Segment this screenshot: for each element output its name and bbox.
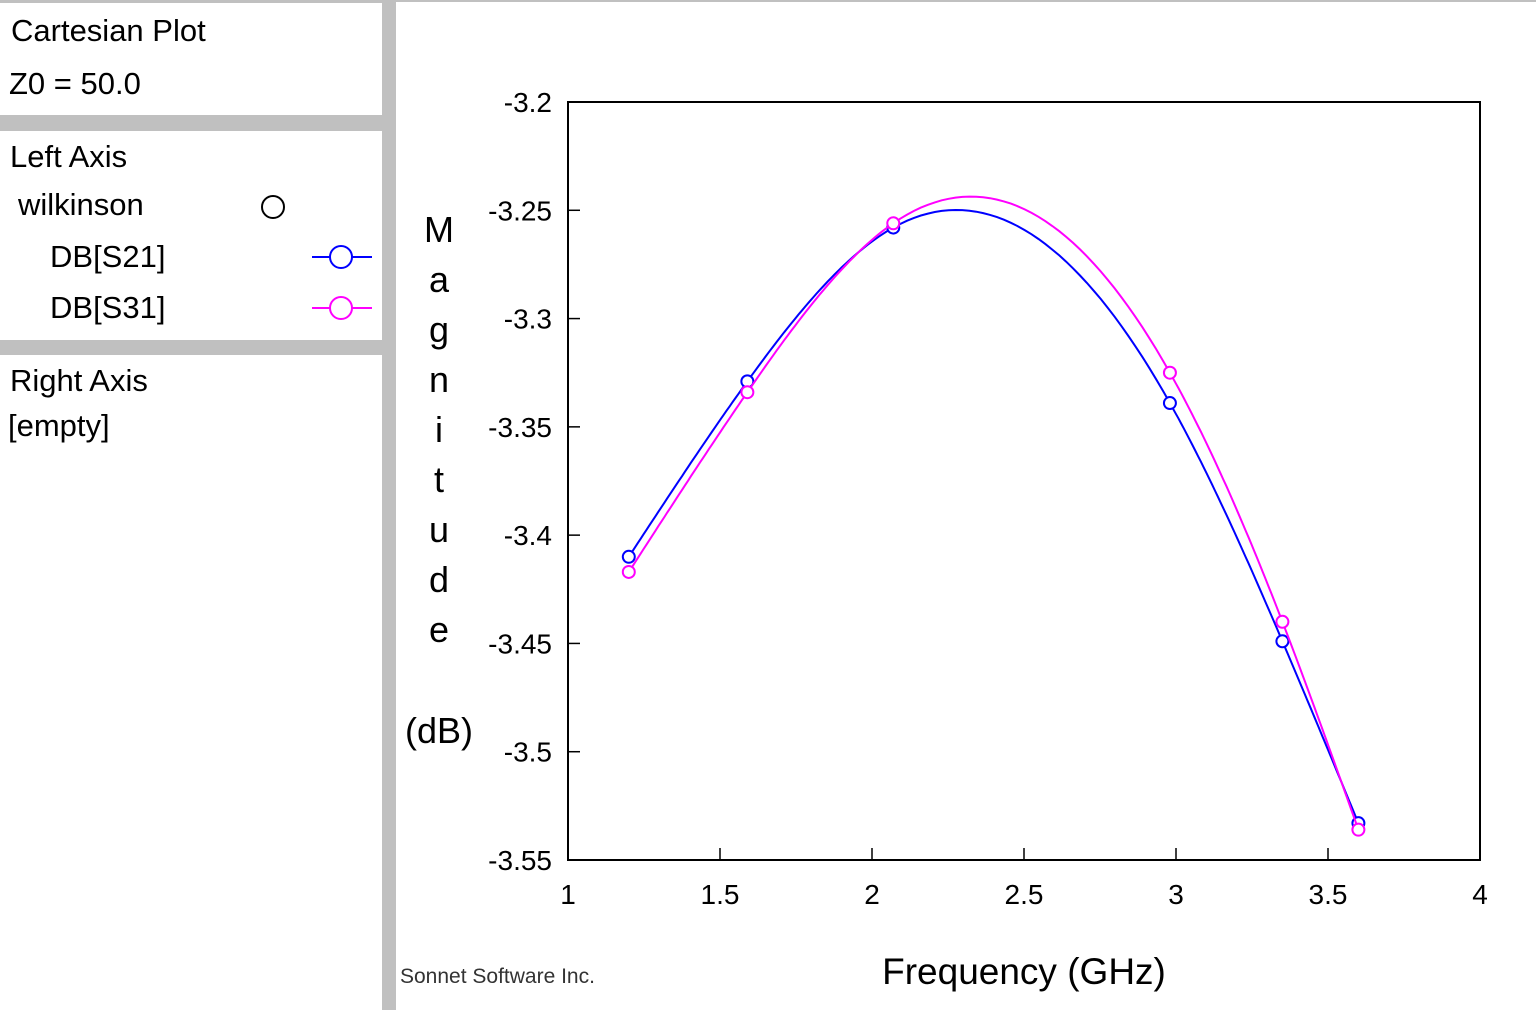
y-axis-label-letter: e <box>429 609 449 650</box>
data-point-series-1[interactable] <box>621 564 636 579</box>
data-point-series-1[interactable] <box>740 385 755 400</box>
plot-info-panel: Cartesian Plot Z0 = 50.0 <box>0 3 382 115</box>
cartesian-plot[interactable]: 1 1.5 2 2.5 3 3.5 4 -3.2 -3.25 -3.3 -3.35 -3.4 -3.4… <box>396 2 1536 1010</box>
series-line-0 <box>627 208 1360 824</box>
x-tick-label: 2.5 <box>1005 879 1044 910</box>
project-circle-icon <box>261 195 285 219</box>
y-tick-label: -3.35 <box>488 412 552 443</box>
data-point-series-1[interactable] <box>1275 614 1290 629</box>
right-axis-heading: Right Axis <box>10 363 148 398</box>
panel-splitter[interactable] <box>382 0 396 1010</box>
left-axis-panel: Left Axis wilkinson DB[S21] DB[S31] <box>0 131 382 340</box>
right-axis-panel: Right Axis [empty] <box>0 355 382 1010</box>
top-border <box>396 0 1536 2</box>
legend-swatch-s21-icon <box>312 245 372 269</box>
y-tick-label: -3.25 <box>488 195 552 226</box>
legend-label-s31: DB[S31] <box>50 290 166 325</box>
data-point-series-0[interactable] <box>1162 396 1177 411</box>
y-axis-unit: (dB) <box>405 710 473 751</box>
data-point-series-1[interactable] <box>886 216 901 231</box>
left-axis-heading: Left Axis <box>10 139 128 174</box>
x-axis-label: Frequency (GHz) <box>882 951 1166 992</box>
y-axis-label-letter: M <box>424 209 454 250</box>
y-axis-label-letter: i <box>435 409 443 450</box>
y-tick-label: -3.3 <box>504 304 552 335</box>
y-tick-label: -3.45 <box>488 628 552 659</box>
data-point-series-1[interactable] <box>1162 365 1177 380</box>
legend-label-s21: DB[S21] <box>50 239 166 274</box>
x-tick-label: 2 <box>864 879 880 910</box>
y-axis-label-letter: d <box>429 559 449 600</box>
series-layer <box>621 195 1366 837</box>
x-axis-ticks: 1 1.5 2 2.5 3 3.5 4 <box>560 848 1488 910</box>
y-axis-label-letter: t <box>434 459 444 500</box>
y-tick-label: -3.2 <box>504 87 552 118</box>
data-point-series-1[interactable] <box>1351 822 1366 837</box>
x-tick-label: 3 <box>1168 879 1184 910</box>
series-line-1 <box>627 195 1360 831</box>
y-axis-label-letter: g <box>429 309 449 350</box>
y-axis-ticks: -3.2 -3.25 -3.3 -3.35 -3.4 -3.45 -3.5 -3.55 <box>488 87 580 876</box>
y-axis-label-letter: u <box>429 509 449 550</box>
plot-type-label: Cartesian Plot <box>11 13 206 48</box>
sidebar: Cartesian Plot Z0 = 50.0 Left Axis wilki… <box>0 0 382 1010</box>
x-tick-label: 4 <box>1472 879 1488 910</box>
y-tick-label: -3.55 <box>488 845 552 876</box>
project-name: wilkinson <box>18 187 144 222</box>
z0-label: Z0 = 50.0 <box>9 66 141 101</box>
x-tick-label: 1.5 <box>701 879 740 910</box>
y-axis-label-letter: n <box>429 359 449 400</box>
x-tick-label: 1 <box>560 879 576 910</box>
legend-swatch-s31-icon <box>312 296 372 320</box>
x-tick-label: 3.5 <box>1309 879 1348 910</box>
right-axis-value: [empty] <box>8 408 110 443</box>
vendor-credit: Sonnet Software Inc. <box>400 965 595 988</box>
data-point-series-0[interactable] <box>1275 634 1290 649</box>
y-axis-label-letter: a <box>429 259 450 300</box>
data-point-series-0[interactable] <box>621 549 636 564</box>
plot-area <box>567 101 1481 861</box>
y-tick-label: -3.5 <box>504 737 552 768</box>
y-tick-label: -3.4 <box>504 520 552 551</box>
